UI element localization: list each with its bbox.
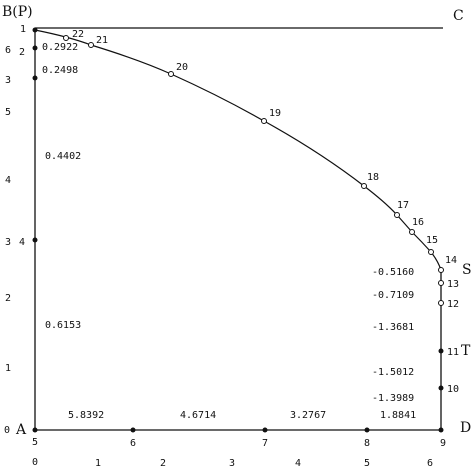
curve	[34, 29, 442, 271]
point	[438, 267, 444, 273]
point-label: 11	[447, 347, 459, 358]
point-label: 19	[269, 108, 281, 119]
value-label: 3.2767	[290, 410, 326, 421]
point	[32, 45, 38, 51]
axis-label: 1	[5, 363, 11, 374]
axis-label: 5	[5, 107, 11, 118]
axis-label: 8	[364, 438, 370, 449]
value-label: -0.7109	[372, 290, 414, 301]
point-label: 13	[447, 279, 459, 290]
point	[361, 183, 367, 189]
point	[32, 237, 38, 243]
axis-label: 9	[440, 438, 446, 449]
axis-label: 7	[262, 438, 268, 449]
axis-label: 0	[32, 457, 38, 468]
point	[394, 212, 400, 218]
value-label: 0.2498	[42, 65, 78, 76]
axis-label: 3	[5, 75, 11, 86]
point-label: 12	[447, 299, 459, 310]
corner-labels: B(P) C A D S T	[2, 4, 472, 438]
point	[438, 427, 444, 433]
axis-label: 2	[19, 47, 25, 58]
axis-label: 4	[5, 175, 11, 186]
axis-label: 6	[5, 45, 11, 56]
axis-label: 1	[95, 458, 101, 469]
axis-label: 2	[5, 293, 11, 304]
axis-label: 6	[427, 458, 433, 469]
point	[409, 229, 415, 235]
value-label: 4.6714	[180, 410, 216, 421]
axis-label: 5	[364, 458, 370, 469]
point	[63, 35, 69, 41]
point-labels: 22 21 20 19 18 17 16 15 14 13 12 11 10	[72, 29, 459, 395]
point	[364, 427, 370, 433]
value-label: -0.5160	[372, 267, 414, 278]
value-label: 5.8392	[68, 410, 104, 421]
value-label: 1.8841	[380, 410, 416, 421]
left-axis: 1 6 2 3 5 4 3 4 2 1 0	[4, 24, 26, 436]
axis-label: 1	[20, 24, 26, 35]
value-label: -1.5012	[372, 367, 414, 378]
corner-label: B(P)	[2, 4, 33, 20]
axis-label: 3	[5, 237, 11, 248]
point-label: 17	[397, 200, 409, 211]
axis-label: 6	[130, 438, 136, 449]
corner-label: D	[460, 420, 471, 436]
point	[32, 27, 38, 33]
corner-label: A	[15, 422, 27, 438]
point	[32, 75, 38, 81]
value-label: 0.4402	[45, 151, 81, 162]
point	[438, 280, 444, 286]
point-label: 16	[412, 217, 424, 228]
bottom-axis: 5 6 7 8 9 0 1 2 3 4 5 6	[32, 437, 446, 469]
value-label: -1.3681	[372, 322, 414, 333]
corner-label: C	[453, 8, 464, 24]
point	[130, 427, 136, 433]
point	[88, 42, 94, 48]
point-label: 22	[72, 29, 84, 40]
values: 0.2922 0.2498 0.4402 0.6153 5.8392 4.671…	[42, 42, 416, 421]
point	[262, 427, 268, 433]
axis-label: 3	[229, 458, 235, 469]
axis-label: 4	[19, 237, 25, 248]
point	[261, 118, 267, 124]
points	[32, 27, 444, 433]
point-label: 21	[96, 35, 108, 46]
point	[32, 427, 38, 433]
value-label: 0.6153	[45, 320, 81, 331]
point-label: 20	[176, 62, 188, 73]
point	[438, 300, 444, 306]
point-label: 14	[445, 255, 457, 266]
corner-label: S	[462, 262, 472, 278]
axis-label: 4	[295, 458, 301, 469]
point-label: 10	[447, 384, 459, 395]
corner-label: T	[461, 343, 471, 359]
point	[428, 249, 434, 255]
axis-label: 0	[4, 425, 10, 436]
point	[168, 71, 174, 77]
value-label: -1.3989	[372, 393, 414, 404]
point	[438, 385, 444, 391]
point	[438, 348, 444, 354]
axis-label: 5	[32, 437, 38, 448]
axis-label: 2	[160, 458, 166, 469]
point-label: 18	[367, 172, 379, 183]
value-label: 0.2922	[42, 42, 78, 53]
frame-group	[34, 27, 443, 431]
point-label: 15	[426, 235, 438, 246]
